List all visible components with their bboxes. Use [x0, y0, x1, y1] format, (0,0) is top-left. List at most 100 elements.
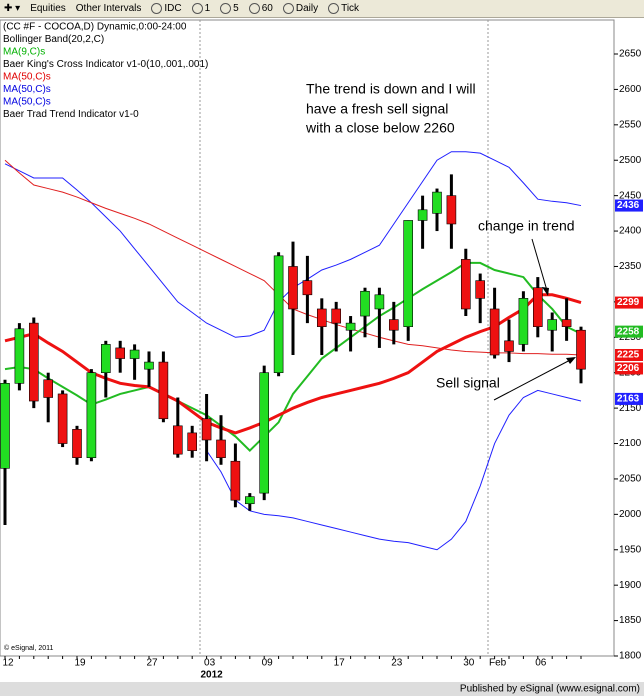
- label: 1: [204, 3, 211, 15]
- candle-body: [374, 294, 385, 310]
- price-marker: [615, 296, 643, 309]
- legend-entry: Baer Trad Trend Indicator v1-0: [3, 109, 139, 120]
- candle-body: [129, 349, 140, 359]
- arrow-head: [566, 357, 576, 364]
- label: Daily: [295, 3, 319, 15]
- x-tick-label: 03: [204, 658, 216, 669]
- x-tick-label: Feb: [489, 658, 507, 669]
- label: 5: [233, 3, 239, 15]
- y-tick-label: 1950: [619, 544, 642, 555]
- annotation: Sell signal: [436, 375, 500, 391]
- candle-body: [28, 322, 39, 402]
- arrow: [531, 238, 549, 295]
- candle-body: [158, 361, 169, 420]
- candle-body: [173, 425, 183, 455]
- toolbar-button[interactable]: Daily: [282, 2, 319, 15]
- candle-body: [0, 383, 10, 469]
- candle-body: [489, 308, 500, 356]
- y-tick-label: 2100: [619, 438, 642, 449]
- candle-body: [72, 429, 82, 458]
- y-tick-label: 2500: [619, 155, 642, 166]
- footer-bar: [0, 682, 644, 696]
- toolbar-button[interactable]: Equities: [30, 3, 66, 14]
- label: Tick: [341, 3, 360, 15]
- candle-body: [345, 322, 356, 331]
- candle-body: [475, 280, 486, 299]
- price-marker-label: 2206: [617, 363, 640, 374]
- x-tick-label: 30: [463, 658, 475, 669]
- candle-body: [504, 340, 514, 352]
- candle-body: [14, 328, 25, 384]
- candle-body: [201, 418, 212, 441]
- candle-body: [86, 372, 97, 458]
- candle-body: [273, 255, 284, 374]
- toolbar: ✚ ▾ Equities Other Intervals IDC 1 5 60 …: [0, 0, 644, 18]
- y-tick-label: 1800: [619, 651, 642, 662]
- y-tick-label: 2550: [619, 119, 642, 130]
- candle-body: [259, 372, 270, 494]
- y-tick-label: 2000: [619, 509, 642, 520]
- toolbar-button[interactable]: Tick: [328, 2, 360, 15]
- candle-body: [518, 298, 529, 345]
- chart: (CC #F - COCOA,D) Dynamic,0:00-24:00Boll…: [0, 19, 644, 696]
- candle-body: [316, 308, 327, 327]
- toolbar-button[interactable]: 60: [248, 2, 273, 15]
- candle-body: [288, 266, 298, 310]
- candle-body: [302, 280, 313, 296]
- legend-entry: Bollinger Band(20,2,C): [3, 34, 104, 45]
- toolbar-button[interactable]: IDC: [151, 2, 182, 15]
- price-marker: [615, 362, 643, 375]
- label: 60: [261, 3, 273, 15]
- toolbar-button[interactable]: 5: [220, 2, 239, 15]
- annotation: The trend is down and I will: [306, 81, 476, 97]
- y-tick-label: 2400: [619, 226, 642, 237]
- candle-body: [460, 259, 471, 310]
- toolbar-button[interactable]: 1: [191, 2, 211, 15]
- toolbar-button[interactable]: ✚ ▾: [4, 3, 21, 14]
- y-tick-label: 2600: [619, 84, 642, 95]
- candle-body: [187, 432, 197, 451]
- candle-body: [388, 319, 399, 331]
- toolbar-button[interactable]: Other Intervals: [75, 3, 142, 14]
- arrow: [493, 357, 575, 401]
- legend-entry: MA(50,C)s: [3, 72, 51, 83]
- price-marker: [615, 325, 643, 338]
- legend: (CC #F - COCOA,D) Dynamic,0:00-24:00Boll…: [3, 22, 208, 121]
- plot-frame: [0, 19, 615, 657]
- x-tick-label: 17: [334, 658, 346, 669]
- x-tick-label: 23: [391, 658, 403, 669]
- overlay-line: [206, 389, 582, 551]
- x-tick-label: 09: [262, 658, 274, 669]
- annotation: have a fresh sell signal: [306, 101, 448, 117]
- candle-body: [43, 379, 54, 398]
- y-tick-label: 2150: [619, 403, 642, 414]
- candle-body: [101, 344, 111, 374]
- y-tick-label: 1850: [619, 615, 642, 626]
- candle-body: [230, 460, 241, 501]
- footer: Published by eSignal (www.esignal.com): [460, 684, 640, 695]
- candle-body: [576, 329, 586, 370]
- legend-entry: MA(50,C)s: [3, 84, 51, 95]
- y-tick-label: 2650: [619, 49, 642, 60]
- y-tick-label: 2350: [619, 261, 642, 272]
- price-marker-label: 2436: [617, 200, 640, 211]
- legend-entry: (CC #F - COCOA,D) Dynamic,0:00-24:00: [3, 22, 187, 33]
- candle-body: [446, 195, 457, 225]
- annotation: with a close below 2260: [305, 120, 455, 136]
- y-tick-label: 2050: [619, 474, 642, 485]
- candle-body: [532, 287, 543, 327]
- y-tick-label: 2450: [619, 190, 642, 201]
- candle-body: [115, 347, 125, 359]
- x-tick-label: 06: [535, 658, 547, 669]
- price-marker: [615, 199, 643, 212]
- year-label: 2012: [200, 670, 223, 681]
- candle-body: [57, 393, 68, 444]
- candle-body: [432, 191, 442, 214]
- label: IDC: [164, 3, 182, 15]
- overlay-line: [4, 261, 582, 453]
- candle-body: [403, 220, 414, 327]
- x-tick-label: 19: [74, 658, 86, 669]
- legend-entry: MA(50,C)s: [3, 97, 51, 108]
- candle-body: [547, 319, 558, 331]
